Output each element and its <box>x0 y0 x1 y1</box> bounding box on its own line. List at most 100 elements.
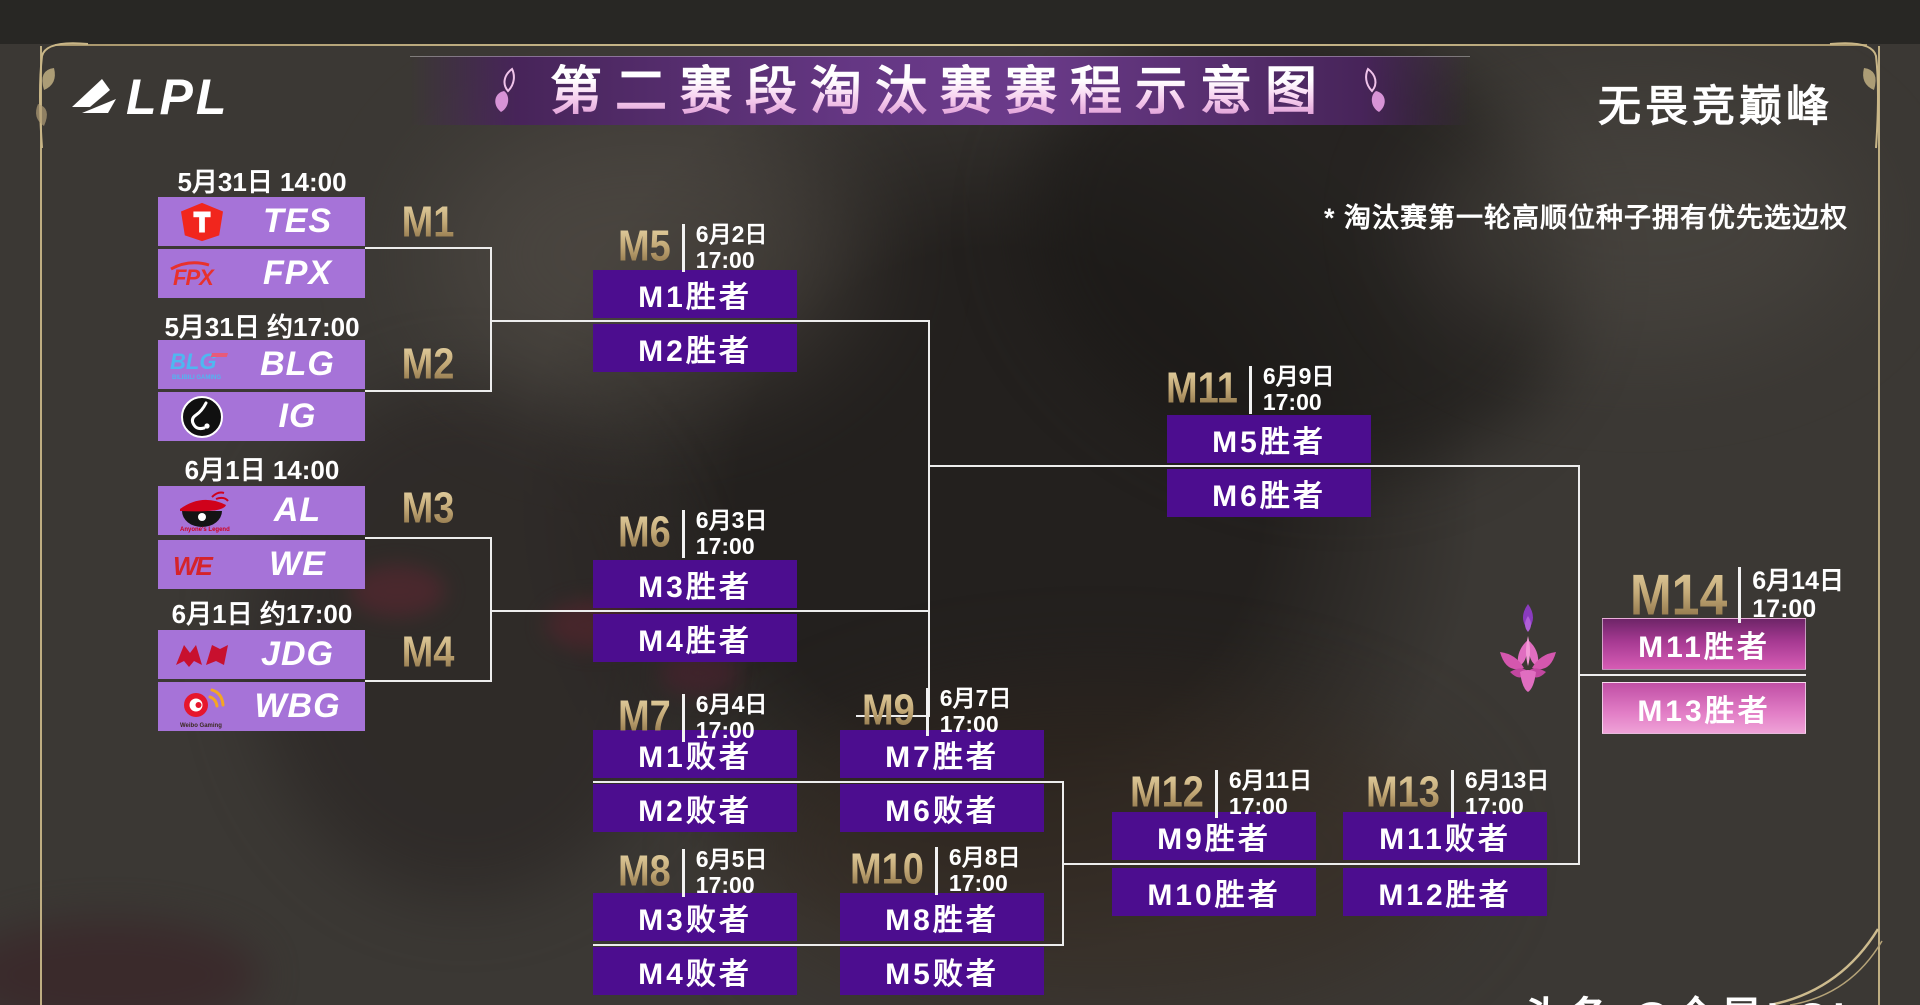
match-m13-header: M13 6月13日 17:00 <box>1366 767 1550 820</box>
match-date: 6月9日 <box>1262 363 1335 389</box>
seed-rule-note: * 淘汰赛第一轮高顺位种子拥有优先选边权 <box>1323 203 1848 233</box>
match-m11-header: M11 6月9日 17:00 <box>1166 363 1335 416</box>
team-row-jdg: JDG <box>158 630 365 679</box>
frame-left-line <box>40 46 42 1005</box>
match-date-label: 6月1日 14:00 <box>184 455 340 485</box>
team-abbr: BLG <box>260 345 335 383</box>
slot-m10-bottom: M5败者 <box>840 947 1044 995</box>
match-date-label: 5月31日 14:00 <box>177 167 347 197</box>
lpl-arrow-icon <box>72 79 116 113</box>
match-date-label: 6月1日 约17:00 <box>171 599 353 629</box>
match-id: M14 <box>1630 562 1728 628</box>
page-title: 第二赛段淘汰赛赛程示意图 <box>549 63 1330 121</box>
match-date: 6月11日 <box>1228 767 1313 793</box>
match-id-label: M2 <box>398 341 458 390</box>
team-row-fpx: FPX FPX <box>158 249 365 298</box>
frame-right-line <box>1878 46 1880 1005</box>
slot-m13-bottom: M12胜者 <box>1343 868 1547 916</box>
team-row-tes: TES <box>158 197 365 246</box>
slot-m11-top: M5胜者 <box>1167 415 1371 463</box>
match-time: 17:00 <box>1464 792 1524 819</box>
match-id: M11 <box>1166 365 1238 414</box>
lpl-logo: LPL <box>70 72 229 122</box>
match-date: 6月5日 <box>695 846 768 872</box>
match-time: 17:00 <box>695 871 755 898</box>
match-time: 17:00 <box>695 246 755 273</box>
match-id: M9 <box>862 687 915 736</box>
match-id: M13 <box>1366 769 1440 818</box>
slot-m6-top: M3胜者 <box>593 560 797 608</box>
team-abbr: FPX <box>262 254 333 292</box>
al-logo-icon: Anyone's Legend <box>158 489 246 533</box>
slogan: 无畏竞巅峰 <box>1598 83 1833 131</box>
team-abbr: WE <box>269 545 326 583</box>
bracket-line <box>365 390 490 392</box>
team-row-we: WE WE <box>158 540 365 589</box>
divider <box>681 223 685 272</box>
slot-m10-top: M8胜者 <box>840 893 1044 941</box>
lpl-wordmark: LPL <box>126 69 230 125</box>
match-id: M10 <box>850 846 924 895</box>
match-id: M12 <box>1130 769 1204 818</box>
svg-text:BILIBILI GAMING: BILIBILI GAMING <box>172 375 221 381</box>
match-time: 17:00 <box>695 716 755 743</box>
match-m9-header: M9 6月7日 17:00 <box>862 685 1012 738</box>
frame-corner-ornament <box>1769 928 1883 1005</box>
match-m14-header: M14 6月14日 17:00 <box>1630 563 1844 627</box>
match-time: 17:00 <box>695 532 755 559</box>
match-id-label: M1 <box>398 199 458 248</box>
match-date: 6月13日 <box>1464 767 1550 793</box>
match-id-label: M4 <box>398 629 458 678</box>
divider <box>681 693 685 742</box>
ig-logo-icon <box>158 395 246 439</box>
match-time: 17:00 <box>1228 792 1288 819</box>
slot-m12-bottom: M10胜者 <box>1112 868 1316 916</box>
bracket-line <box>1062 863 1580 865</box>
match-date: 6月4日 <box>695 691 768 717</box>
match-date: 6月3日 <box>695 507 768 533</box>
svg-text:BLG: BLG <box>170 349 216 374</box>
we-logo-icon: WE <box>158 550 246 580</box>
match-m12-header: M12 6月11日 17:00 <box>1130 767 1313 820</box>
match-id: M5 <box>618 223 671 272</box>
match-time: 17:00 <box>939 710 999 737</box>
match-m6-header: M6 6月3日 17:00 <box>618 507 768 560</box>
divider <box>934 846 938 895</box>
fpx-logo-icon: FPX <box>158 259 246 289</box>
match-time: 17:00 <box>948 869 1008 896</box>
match-time: 17:00 <box>1752 595 1817 623</box>
divider <box>925 687 929 736</box>
match-date: 6月14日 <box>1752 567 1844 595</box>
bracket-line <box>365 537 490 539</box>
slot-m8-top: M3败者 <box>593 893 797 941</box>
match-date: 6月8日 <box>948 844 1021 870</box>
jdg-logo-icon <box>158 639 246 671</box>
frame-top-line <box>55 44 1867 46</box>
team-abbr: WBG <box>254 687 341 725</box>
svg-text:Weibo Gaming: Weibo Gaming <box>180 723 222 729</box>
match-m10-header: M10 6月8日 17:00 <box>850 844 1021 897</box>
team-abbr: IG <box>278 397 317 435</box>
match-date: 6月2日 <box>695 221 768 247</box>
lotus-icon <box>1500 604 1556 692</box>
background-art <box>0 920 260 1005</box>
bracket-line <box>365 680 490 682</box>
match-date: 6月7日 <box>939 685 1012 711</box>
svg-text:WE: WE <box>173 551 214 580</box>
divider <box>681 848 685 897</box>
slot-m5-bottom: M2胜者 <box>593 324 797 372</box>
title-banner: 第二赛段淘汰赛赛程示意图 <box>410 56 1470 125</box>
team-row-blg: BLG BILIBILI GAMING BLG <box>158 340 365 389</box>
team-row-wbg: Weibo Gaming WBG <box>158 682 365 731</box>
match-time: 17:00 <box>1262 388 1322 415</box>
divider <box>1450 769 1454 818</box>
match-id: M6 <box>618 509 671 558</box>
match-id: M8 <box>618 848 671 897</box>
match-m7-header: M7 6月4日 17:00 <box>618 691 768 744</box>
frame-corner-ornament <box>36 42 89 149</box>
slot-m8-bottom: M4败者 <box>593 947 797 995</box>
match-m8-header: M8 6月5日 17:00 <box>618 846 768 899</box>
divider <box>1214 769 1218 818</box>
divider <box>1248 365 1252 414</box>
